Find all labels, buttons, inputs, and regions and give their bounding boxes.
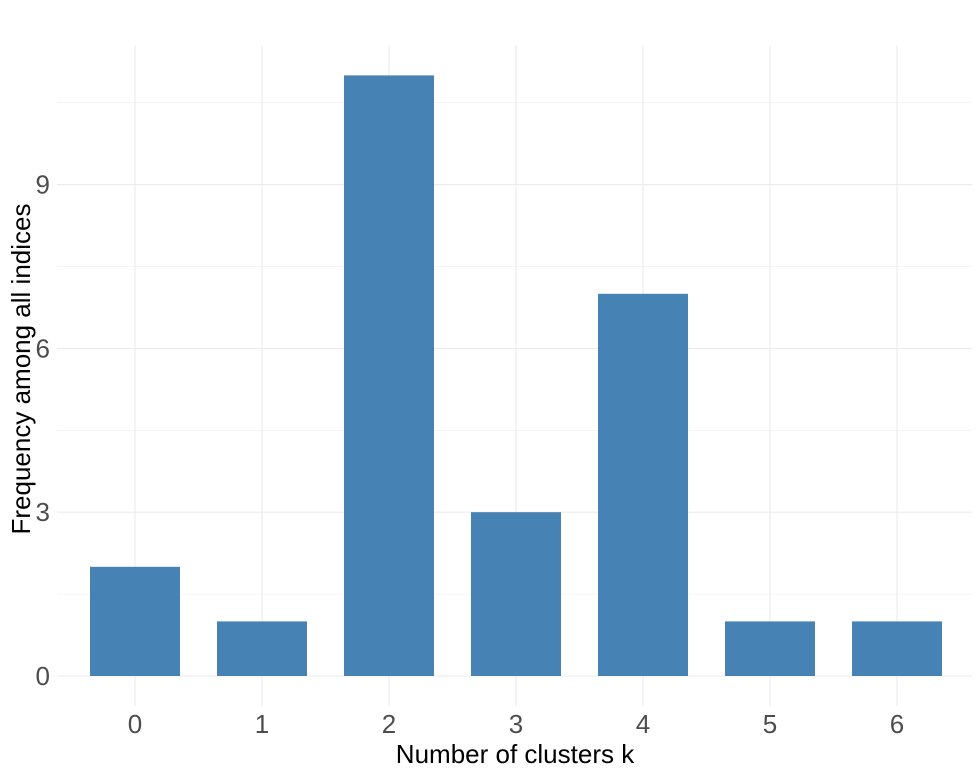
bar-2 [344,75,434,676]
bar-3 [471,512,561,676]
x-tick-label: 2 [382,709,396,739]
x-tick-label: 0 [128,709,142,739]
bar-5 [725,621,815,676]
bars [90,75,942,676]
bar-4 [598,293,688,676]
x-tick-label: 5 [763,709,777,739]
bar-0 [90,566,180,676]
x-axis-title: Number of clusters k [396,739,635,769]
y-tick-label: 3 [36,497,50,527]
y-axis-title: Frequency among all indices [6,204,36,535]
bar-6 [852,621,942,676]
x-axis-ticks: 0 1 2 3 4 5 6 [128,709,904,739]
y-tick-label: 0 [36,661,50,691]
x-tick-label: 1 [255,709,269,739]
bar-1 [217,621,307,676]
y-tick-label: 6 [36,333,50,363]
x-tick-label: 4 [636,709,650,739]
x-tick-label: 3 [509,709,523,739]
y-tick-label: 9 [36,170,50,200]
y-axis-ticks: 0 3 6 9 [36,170,50,691]
x-tick-label: 6 [890,709,904,739]
